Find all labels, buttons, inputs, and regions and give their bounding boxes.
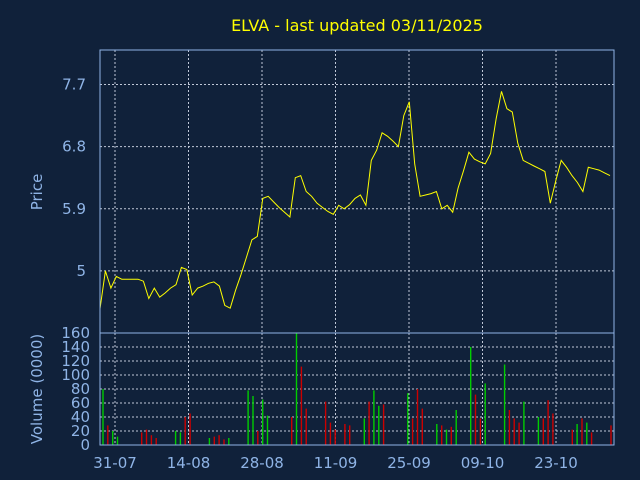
price-grid	[100, 50, 614, 333]
price-tick-label: 7.7	[62, 76, 86, 94]
price-tick-label: 5.9	[62, 200, 86, 218]
date-tick-label: 11-09	[314, 454, 358, 472]
volume-tick-label: 80	[71, 380, 90, 398]
volume-tick-label: 20	[71, 422, 90, 440]
volume-panel-frame	[99, 332, 615, 446]
price-tick-label: 5	[76, 262, 86, 280]
volume-axis-label: Volume (0000)	[28, 334, 46, 444]
date-axis-ticks: 31-07 14-08 28-08 11-09 25-09 09-10 23-10	[93, 454, 578, 472]
date-tick-label: 31-07	[93, 454, 137, 472]
price-panel-frame	[99, 49, 615, 334]
volume-tick-label: 60	[71, 394, 90, 412]
date-tick-label: 28-08	[240, 454, 284, 472]
date-tick-label: 14-08	[167, 454, 211, 472]
volume-grid	[100, 333, 614, 445]
date-tick-label: 09-10	[461, 454, 505, 472]
price-line	[99, 91, 611, 309]
volume-tick-label: 0	[80, 436, 90, 454]
price-axis-label: Price	[28, 174, 46, 211]
date-tick-label: 23-10	[534, 454, 578, 472]
price-axis-ticks: 5 5.9 6.8 7.7	[62, 76, 86, 280]
volume-tick-label: 100	[61, 366, 90, 384]
price-tick-label: 6.8	[62, 138, 86, 156]
volume-tick-label: 40	[71, 408, 90, 426]
volume-bars	[102, 333, 612, 445]
volume-tick-label: 160	[61, 324, 90, 342]
date-tick-label: 25-09	[387, 454, 431, 472]
volume-tick-label: 140	[61, 338, 90, 356]
chart-title: ELVA - last updated 03/11/2025	[231, 16, 483, 35]
volume-tick-label: 120	[61, 352, 90, 370]
